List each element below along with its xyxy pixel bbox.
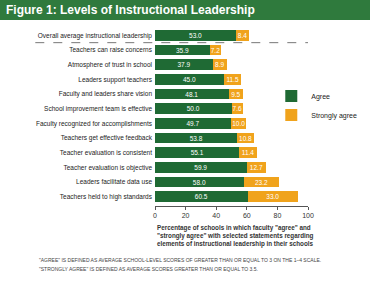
svg-text:20: 20	[182, 212, 190, 219]
svg-text:11.4: 11.4	[242, 149, 255, 156]
svg-text:60: 60	[243, 212, 251, 219]
svg-text:80: 80	[274, 212, 282, 219]
svg-text:40: 40	[212, 212, 220, 219]
svg-text:53.8: 53.8	[190, 135, 203, 142]
svg-text:59.9: 59.9	[194, 164, 207, 171]
svg-text:7.2: 7.2	[211, 47, 220, 54]
svg-text:"AGREE" IS DEFINED AS AVERAGE: "AGREE" IS DEFINED AS AVERAGE SCHOOL-LEV…	[39, 257, 321, 263]
svg-text:Agree: Agree	[311, 93, 330, 101]
svg-text:Teachers get effective feedbac: Teachers get effective feedback	[61, 134, 153, 142]
svg-text:10.8: 10.8	[239, 135, 252, 142]
svg-text:Teachers held to high standard: Teachers held to high standards	[60, 193, 153, 201]
svg-text:Teachers can raise concerns: Teachers can raise concerns	[69, 46, 152, 53]
svg-text:60.5: 60.5	[195, 193, 208, 200]
svg-text:35.9: 35.9	[176, 47, 189, 54]
svg-text:School improvement team is eff: School improvement team is effective	[44, 105, 152, 113]
svg-text:0: 0	[153, 212, 157, 219]
svg-text:12.7: 12.7	[250, 164, 263, 171]
svg-text:7.6: 7.6	[233, 105, 242, 112]
svg-text:Overall average instructional: Overall average instructional leadership	[38, 32, 153, 40]
svg-text:Strongly agree: Strongly agree	[311, 112, 357, 120]
svg-text:Teacher evaluation is consiste: Teacher evaluation is consistent	[60, 149, 152, 156]
svg-text:Leaders support teachers: Leaders support teachers	[78, 76, 152, 84]
html-text:Figure 1: Levels of Instructio: Figure 1: Levels of Instructional Leader…	[6, 3, 255, 17]
svg-text:Teacher evaluation is objectiv: Teacher evaluation is objective	[63, 164, 152, 172]
svg-text:8.4: 8.4	[238, 32, 247, 39]
svg-text:55.1: 55.1	[191, 149, 204, 156]
svg-text:11.5: 11.5	[226, 76, 239, 83]
svg-text:Faculty recognized for accompl: Faculty recognized for accomplishments	[36, 120, 153, 128]
svg-text:Atmosphere of trust in school: Atmosphere of trust in school	[68, 61, 153, 69]
svg-text:100: 100	[302, 212, 314, 219]
svg-text:Faculty and leaders share visi: Faculty and leaders share vision	[59, 90, 153, 98]
svg-text:Percentage of schools in which: Percentage of schools in which faculty "…	[157, 224, 314, 248]
svg-text:49.7: 49.7	[187, 120, 200, 127]
svg-text:"STRONGLY AGREE" IS DEFINED AS: "STRONGLY AGREE" IS DEFINED AS AVERAGE S…	[39, 266, 258, 272]
svg-text:Leaders facilitate data use: Leaders facilitate data use	[76, 178, 152, 185]
svg-text:8.9: 8.9	[215, 61, 224, 68]
svg-text:50.0: 50.0	[187, 105, 200, 112]
svg-text:9.5: 9.5	[231, 91, 240, 98]
svg-text:45.0: 45.0	[183, 76, 196, 83]
svg-text:23.2: 23.2	[255, 179, 268, 186]
svg-text:48.1: 48.1	[185, 91, 198, 98]
svg-text:33.0: 33.0	[266, 193, 279, 200]
svg-text:10.0: 10.0	[232, 120, 245, 127]
svg-text:37.9: 37.9	[177, 61, 190, 68]
svg-text:58.0: 58.0	[193, 179, 206, 186]
svg-text:53.0: 53.0	[189, 32, 202, 39]
